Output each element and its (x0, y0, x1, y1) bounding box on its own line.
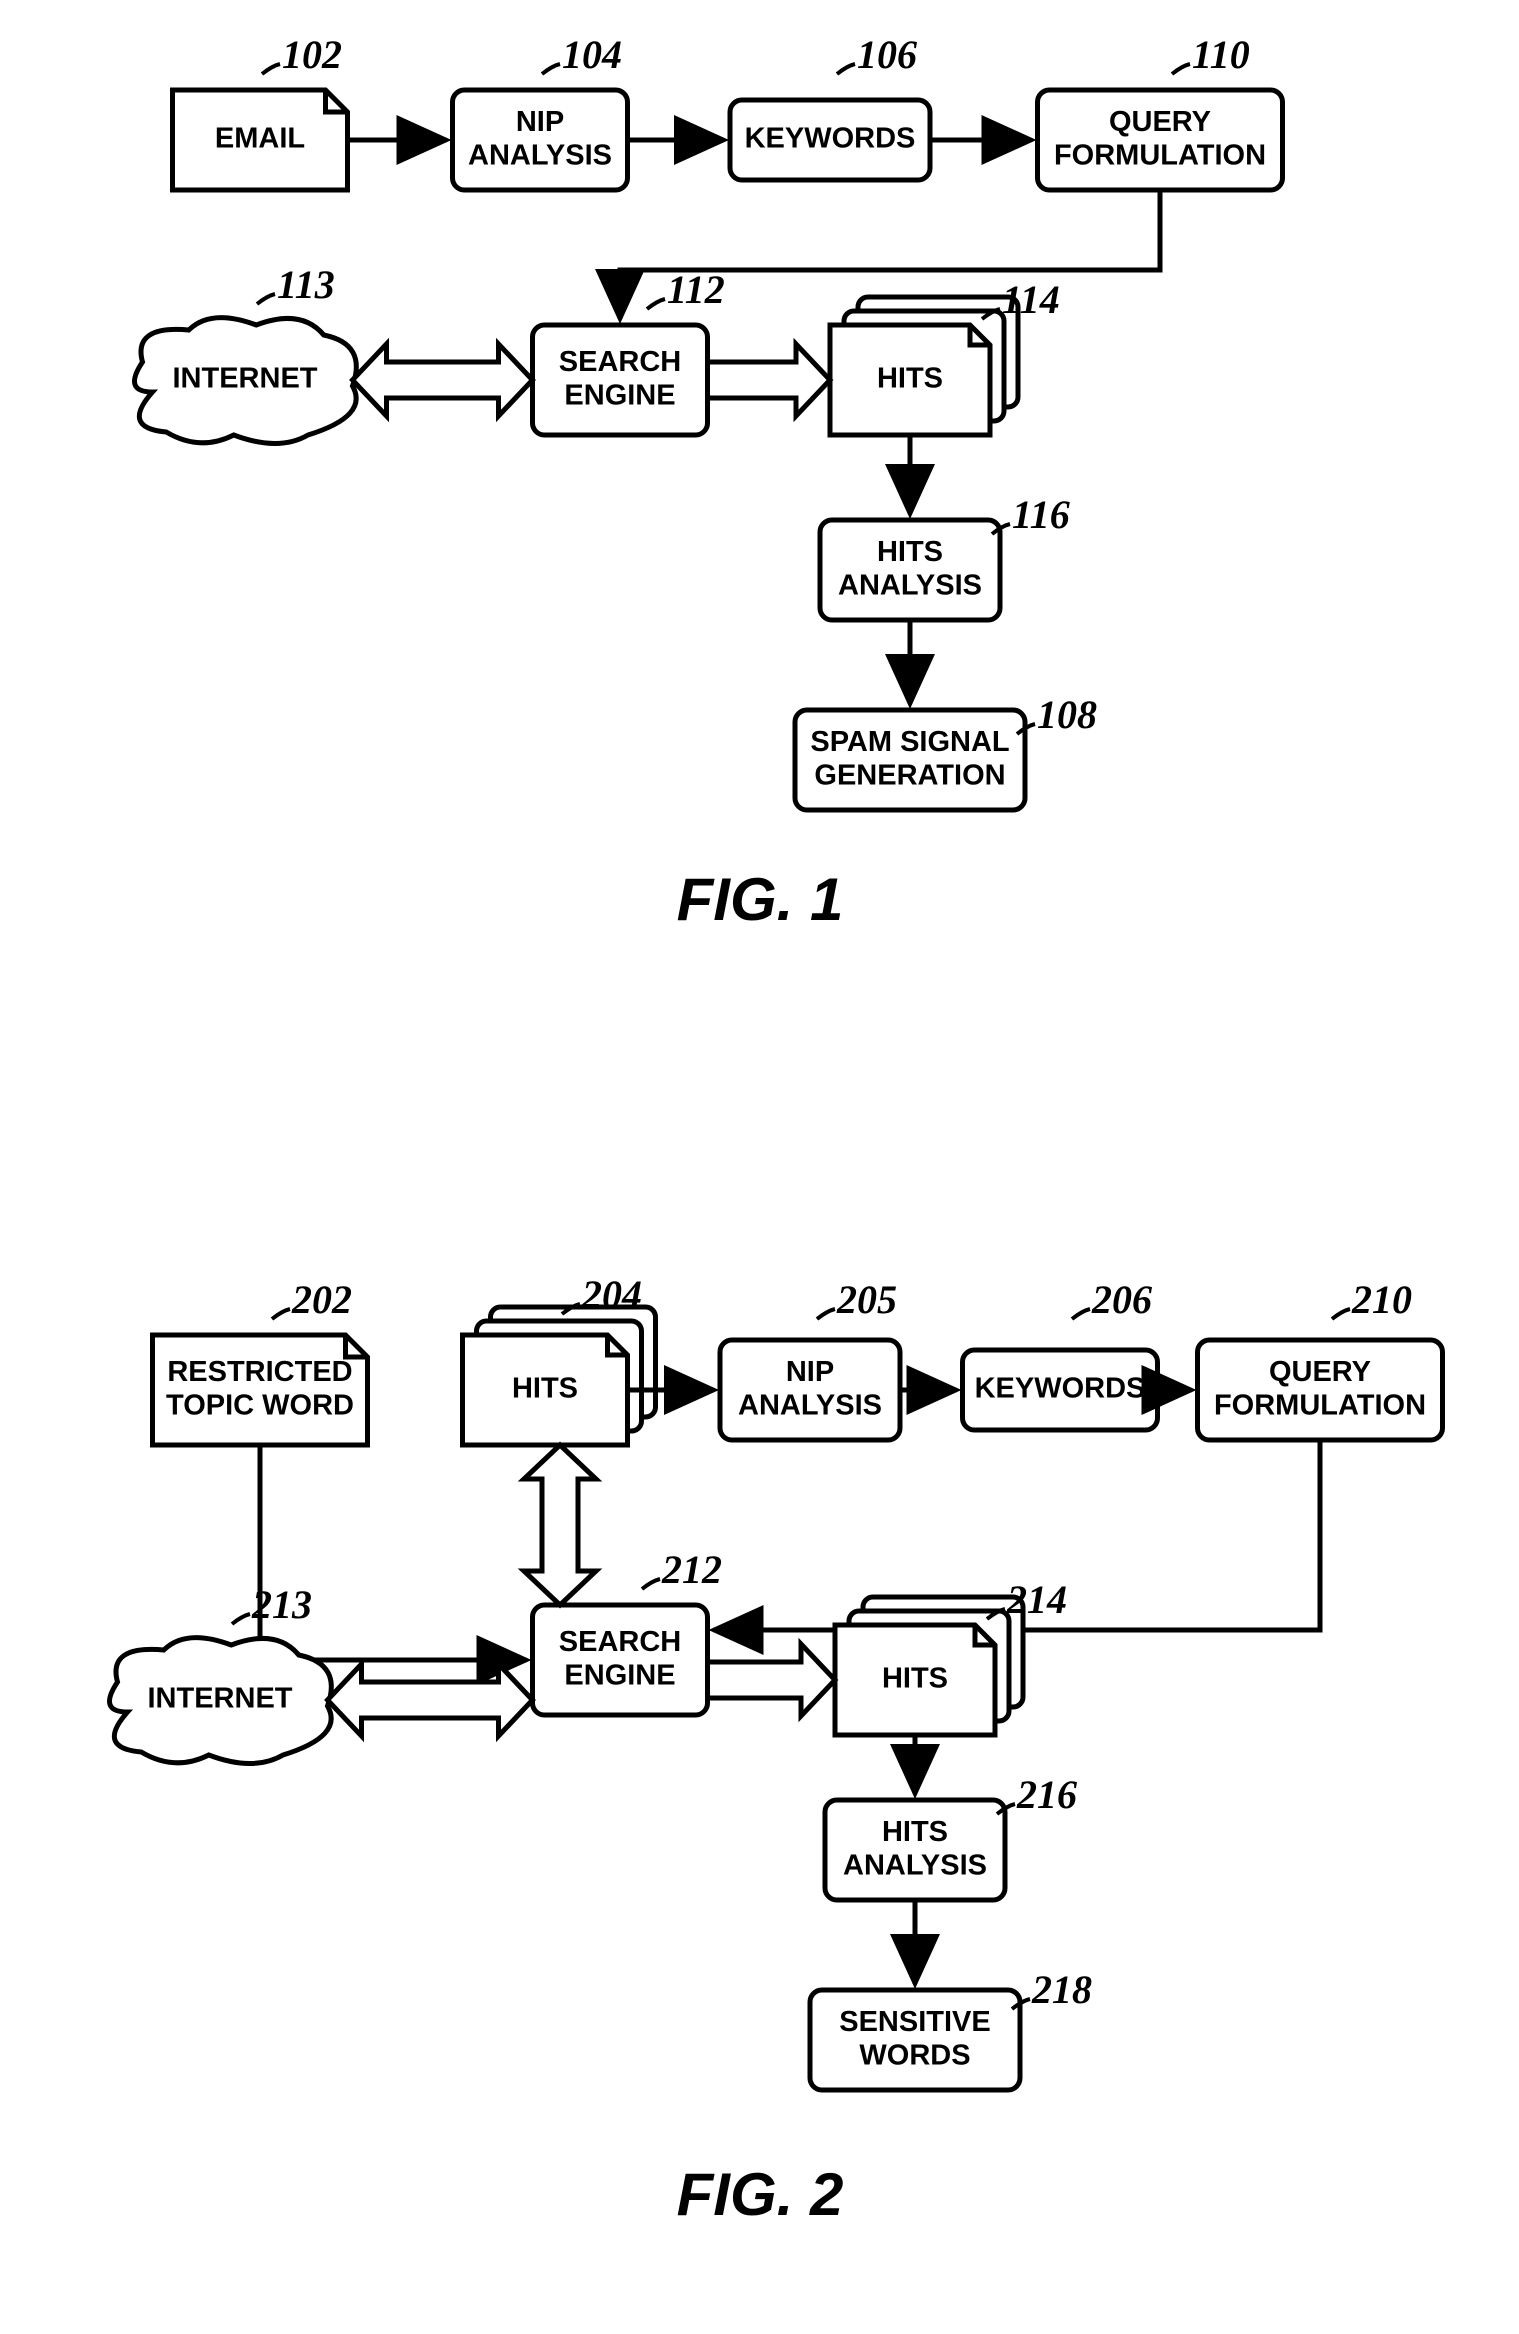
node-restricted: RESTRICTEDTOPIC WORD (153, 1335, 368, 1445)
ref-106: 106 (837, 32, 917, 77)
svg-text:HITS: HITS (512, 1373, 578, 1405)
svg-text:TOPIC WORD: TOPIC WORD (166, 1389, 354, 1421)
arrow-search-hits1 (524, 1445, 596, 1605)
fig1-title: FIG. 1 (677, 866, 844, 933)
svg-text:FORMULATION: FORMULATION (1054, 139, 1266, 171)
node-nip: NIPANALYSIS (453, 90, 628, 190)
svg-text:ANALYSIS: ANALYSIS (838, 569, 982, 601)
svg-text:213: 213 (251, 1582, 312, 1627)
arrow-internet-search (353, 344, 533, 416)
svg-text:ENGINE: ENGINE (564, 1659, 675, 1691)
svg-text:ANALYSIS: ANALYSIS (468, 139, 612, 171)
node-hitsan2: HITSANALYSIS (825, 1800, 1005, 1900)
svg-text:218: 218 (1031, 1967, 1092, 2012)
svg-text:212: 212 (661, 1547, 722, 1592)
svg-text:HITS: HITS (882, 1663, 948, 1695)
svg-text:104: 104 (562, 32, 622, 77)
svg-text:SENSITIVE: SENSITIVE (839, 2006, 991, 2038)
node-email: EMAIL (173, 90, 348, 190)
node-hits1: HITS (463, 1307, 656, 1445)
ref-210: 210 (1332, 1277, 1412, 1322)
ref-202: 202 (272, 1277, 352, 1322)
node-query2: QUERYFORMULATION (1198, 1340, 1443, 1440)
svg-text:HITS: HITS (877, 363, 943, 395)
svg-text:106: 106 (857, 32, 917, 77)
svg-text:EMAIL: EMAIL (215, 123, 305, 155)
node-keywords: KEYWORDS (730, 100, 930, 180)
arrow-restricted-search (260, 1445, 527, 1660)
svg-text:GENERATION: GENERATION (814, 759, 1005, 791)
svg-text:ANALYSIS: ANALYSIS (738, 1389, 882, 1421)
ref-212: 212 (642, 1547, 722, 1592)
svg-text:ANALYSIS: ANALYSIS (843, 1849, 987, 1881)
ref-213: 213 (232, 1582, 312, 1627)
svg-text:INTERNET: INTERNET (173, 363, 318, 395)
ref-206: 206 (1072, 1277, 1152, 1322)
svg-text:SPAM SIGNAL: SPAM SIGNAL (810, 726, 1009, 758)
svg-text:NIP: NIP (516, 106, 564, 138)
svg-text:HITS: HITS (882, 1816, 948, 1848)
svg-text:KEYWORDS: KEYWORDS (975, 1373, 1146, 1405)
node-nip2: NIPANALYSIS (720, 1340, 900, 1440)
ref-102: 102 (262, 32, 342, 77)
node-hits2: HITS (835, 1597, 1023, 1735)
fig2-title: FIG. 2 (677, 2161, 844, 2228)
svg-text:114: 114 (1002, 277, 1060, 322)
svg-text:113: 113 (277, 262, 335, 307)
node-internet: INTERNET (135, 318, 357, 444)
node-hits: HITS (830, 297, 1018, 435)
ref-110: 110 (1172, 32, 1250, 77)
svg-text:216: 216 (1016, 1772, 1077, 1817)
ref-116: 116 (992, 492, 1070, 537)
svg-text:QUERY: QUERY (1269, 1356, 1371, 1388)
svg-text:INTERNET: INTERNET (148, 1683, 293, 1715)
svg-text:102: 102 (282, 32, 342, 77)
ref-104: 104 (542, 32, 622, 77)
node-spam: SPAM SIGNALGENERATION (795, 710, 1025, 810)
svg-text:202: 202 (291, 1277, 352, 1322)
ref-108: 108 (1017, 692, 1097, 737)
arrow-internet-search2 (328, 1664, 533, 1736)
svg-text:ENGINE: ENGINE (564, 379, 675, 411)
node-search: SEARCHENGINE (533, 325, 708, 435)
svg-text:204: 204 (581, 1272, 642, 1317)
svg-text:205: 205 (836, 1277, 897, 1322)
ref-216: 216 (997, 1772, 1077, 1817)
svg-text:KEYWORDS: KEYWORDS (745, 123, 916, 155)
svg-text:FORMULATION: FORMULATION (1214, 1389, 1426, 1421)
svg-text:108: 108 (1037, 692, 1097, 737)
svg-text:116: 116 (1012, 492, 1070, 537)
ref-218: 218 (1012, 1967, 1092, 2012)
svg-text:NIP: NIP (786, 1356, 834, 1388)
node-internet2: INTERNET (110, 1638, 332, 1764)
svg-text:214: 214 (1006, 1577, 1067, 1622)
node-sensitive: SENSITIVEWORDS (810, 1990, 1020, 2090)
node-hits-analysis: HITSANALYSIS (820, 520, 1000, 620)
svg-text:WORDS: WORDS (859, 2039, 970, 2071)
svg-text:110: 110 (1192, 32, 1250, 77)
svg-text:112: 112 (667, 267, 725, 312)
ref-112: 112 (647, 267, 725, 312)
arrow-search-hits (708, 344, 831, 416)
svg-text:QUERY: QUERY (1109, 106, 1211, 138)
arrow-search-hits2 (708, 1644, 836, 1716)
svg-text:RESTRICTED: RESTRICTED (167, 1356, 352, 1388)
node-search2: SEARCHENGINE (533, 1605, 708, 1715)
svg-text:SEARCH: SEARCH (559, 1626, 681, 1658)
svg-text:210: 210 (1351, 1277, 1412, 1322)
ref-113: 113 (257, 262, 335, 307)
svg-text:206: 206 (1091, 1277, 1152, 1322)
svg-text:SEARCH: SEARCH (559, 346, 681, 378)
ref-205: 205 (817, 1277, 897, 1322)
node-query: QUERYFORMULATION (1038, 90, 1283, 190)
svg-text:HITS: HITS (877, 536, 943, 568)
patent-figures: EMAIL102NIPANALYSIS104KEYWORDS106QUERYFO… (0, 0, 1519, 2334)
node-keywords2: KEYWORDS (963, 1350, 1158, 1430)
